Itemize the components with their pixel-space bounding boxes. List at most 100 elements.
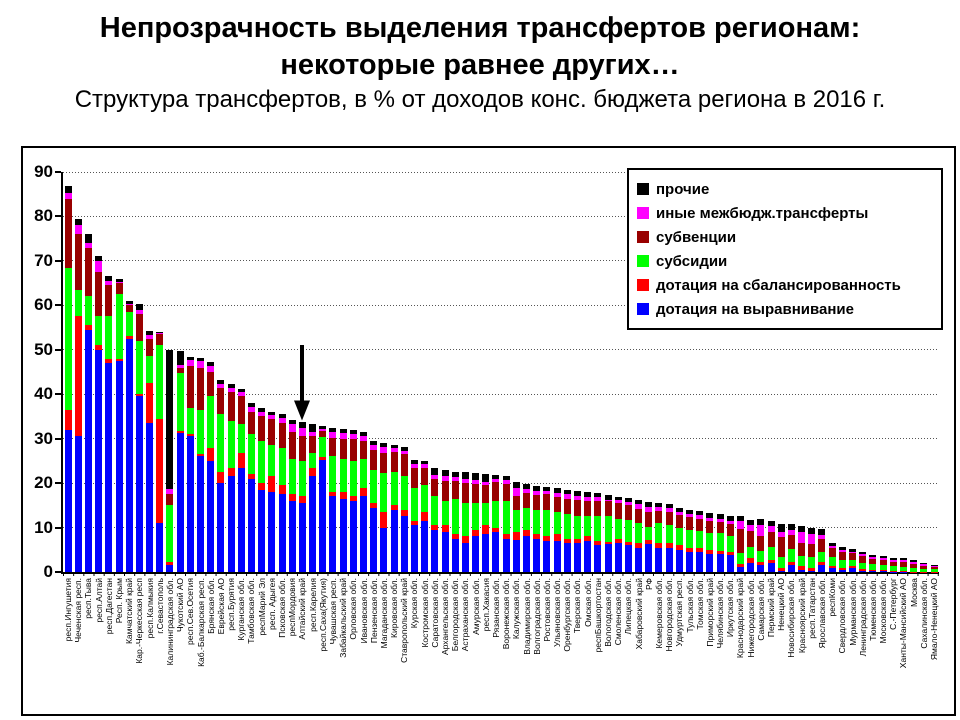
y-axis-tick [55,215,61,218]
x-label-cell: Тверская обл. [572,578,582,712]
bar [705,513,715,572]
bar-segment [492,482,500,501]
x-label-cell: Астраханская обл. [460,578,470,712]
bar-segment [849,553,857,560]
bar-segment [146,356,154,384]
bar [715,514,725,572]
x-label-cell: Калужская обл. [511,578,521,712]
x-axis-category-label: Респ. Крым [114,578,125,624]
bar-segment [502,500,510,535]
bar-segment [543,494,551,510]
x-axis-category-label: Белгородская обл. [450,578,461,652]
bar-segment [828,543,836,547]
bar-segment [849,551,857,554]
bar-segment [502,480,510,485]
bar-segment [553,488,561,494]
bar-segment [798,556,806,567]
bar-segment [431,525,439,530]
bar-segment [451,480,459,499]
bar [786,524,796,572]
x-label-cell: Ростовская обл. [542,578,552,712]
x-label-cell: респ.Тыва [83,578,93,712]
x-label-cell: респ. Адыгея [267,578,277,712]
x-axis-category-label: Ивановская обл. [358,578,369,644]
bar [471,472,481,572]
bar-segment [278,485,286,495]
bar-segment [757,519,765,526]
x-label-cell: Орловская обл. [348,578,358,712]
bar-segment [716,532,724,551]
bar-segment [166,561,174,566]
bar-segment [319,457,327,460]
bar-segment [736,566,744,572]
bar-segment [594,497,602,501]
bar-segment [146,335,154,339]
bar-segment [461,543,469,572]
bar-segment [390,452,398,473]
x-label-cell: Костромская обл. [420,578,430,712]
x-label-cell: Ненецкий АО [776,578,786,712]
bar-segment [757,536,765,551]
x-axis-category-label: респ.Татарстан [806,578,817,639]
bar-segment [176,372,184,431]
y-axis-label: 70 [34,250,53,270]
bar-segment [390,505,398,510]
y-axis-tick [55,259,61,262]
bar [909,560,919,572]
bar [114,278,124,572]
bar [766,520,776,572]
bar-segment [899,558,907,561]
bar-segment [156,345,164,419]
bar-segment [329,496,337,572]
bar-segment [624,502,632,505]
bar-segment [573,499,581,517]
bar-segment [859,570,867,572]
bar [134,304,144,572]
x-axis-category-label: Челябинская обл. [715,578,726,649]
bar-segment [818,561,826,566]
x-label-cell: Камчатский край [124,578,134,712]
bar-segment [64,198,72,268]
bar-segment [869,557,877,560]
bar-segment [594,493,602,498]
bar-segment [370,503,378,508]
x-axis-category-label: Новосибирская обл. [786,578,797,658]
bar-segment [635,508,643,524]
x-axis-category-label: РФ [643,578,654,591]
bar-segment [237,468,245,572]
x-label-cell: Сахалинская обл. [919,578,929,712]
bar-segment [247,412,255,435]
bar-segment [441,525,449,532]
bar-segment [726,520,734,525]
x-axis-category-label: Астраханская обл. [460,578,471,652]
bar-segment [767,547,775,560]
x-label-cell: Псковская обл. [277,578,287,712]
bar-segment [278,417,286,424]
bar-segment [186,356,194,361]
bar-segment [278,447,286,486]
bar-segment [482,534,490,572]
x-label-cell: Кемеровская обл. [654,578,664,712]
bar-segment [319,459,327,572]
bar [481,473,491,572]
x-label-cell: Еврейская АО [216,578,226,712]
bar [532,485,542,572]
bar-segment [828,568,836,572]
bar-segment [553,512,561,535]
bar-segment [747,557,755,564]
x-axis-category-label: Ставропольский край [399,578,410,663]
bar-segment [859,554,867,557]
x-label-cell: Архангельская обл. [440,578,450,712]
bar [552,488,562,572]
bar-segment [767,559,775,564]
bar-segment [298,496,306,504]
bar [929,564,939,572]
bar-segment [838,549,846,553]
gridline [63,260,939,262]
bar [623,498,633,572]
x-axis-category-label: Псковская обл. [277,578,288,638]
bar-segment [828,566,836,569]
bar-segment [604,501,612,517]
bar-segment [492,527,500,532]
bar-segment [135,396,143,572]
